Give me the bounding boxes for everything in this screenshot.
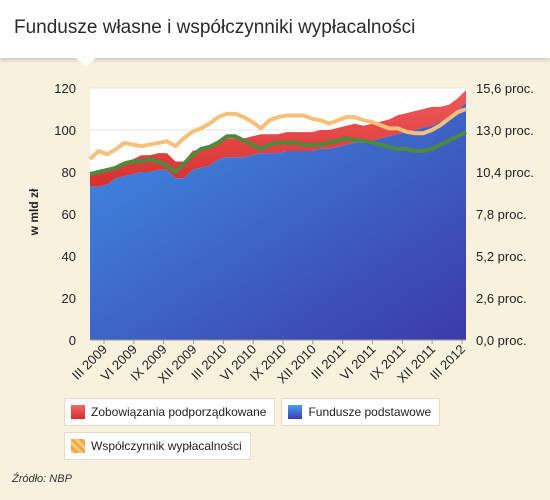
legend-swatch-orange [71,439,85,453]
legend-swatch-red [71,405,85,419]
legend-label-subordinated: Zobowiązania podporządkowane [91,405,267,419]
y2-tick-label: 0,0 proc. [476,333,527,348]
chart-title: Fundusze własne i współczynniki wypłacal… [14,17,416,38]
y-tick-label: 20 [62,291,76,306]
legend-label-solvency: Współczynnik wypłacalności [91,439,242,453]
y-tick-label: 60 [62,207,76,222]
y-tick-label: 120 [54,81,76,96]
legend-swatch-blue [288,405,303,419]
y2-tick-label: 7,8 proc. [476,207,527,222]
title-pointer [75,57,97,67]
y-axis-label: w mld zł [27,188,41,236]
series-line-green [89,130,467,177]
legend-item-subordinated: Zobowiązania podporządkowane [64,398,276,426]
source-note: Źródło: NBP [12,473,72,485]
title-box: Fundusze własne i współczynniki wypłacal… [0,0,550,58]
y2-tick-label: 13,0 proc. [476,123,534,138]
y-tick-label: 0 [69,333,76,348]
y2-tick-label: 15,6 proc. [476,81,534,96]
series-line-solvency [88,107,467,161]
y-tick-label: 40 [62,249,76,264]
legend-item-solvency: Współczynnik wypłacalności [64,432,251,460]
series-area-core-funds [90,102,466,340]
legend-label-core-funds: Fundusze podstawowe [308,405,432,419]
chart: 0 20 40 60 80 100 120 0,0 proc. 2,6 proc. 5,2 pro… [27,81,534,386]
y-tick-label: 100 [54,123,76,138]
y2-tick-label: 2,6 proc. [476,291,527,306]
y-tick-label: 80 [62,165,76,180]
legend: Zobowiązania podporządkowane Fundusze po… [64,398,441,466]
y2-tick-label: 10,4 proc. [476,165,534,180]
y2-tick-label: 5,2 proc. [476,249,527,264]
legend-item-core-funds: Fundusze podstawowe [281,398,441,426]
